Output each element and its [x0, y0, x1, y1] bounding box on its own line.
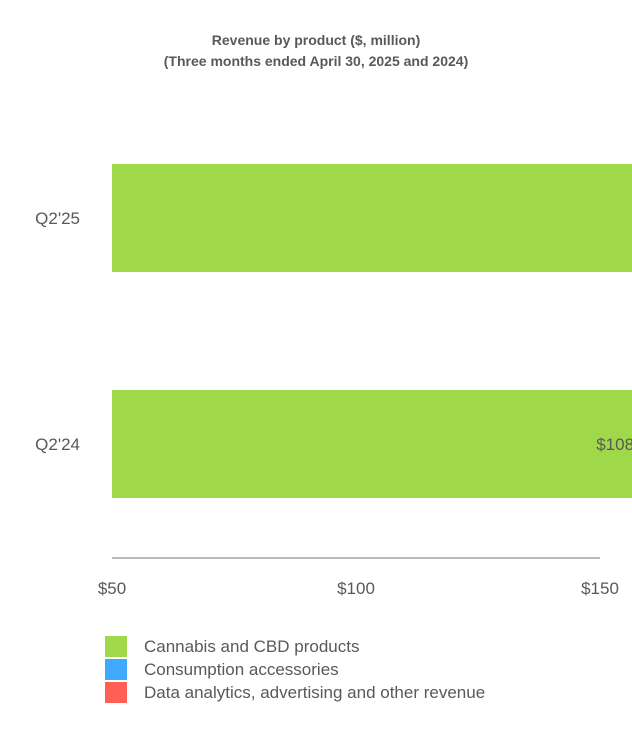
- legend-label: Consumption accessories: [144, 660, 339, 679]
- x-tick-label: $50: [98, 579, 126, 598]
- x-tick-label: $150: [581, 579, 619, 598]
- legend-swatch: [105, 636, 127, 657]
- legend-label: Cannabis and CBD products: [144, 637, 359, 656]
- data-label: $108: [596, 435, 632, 454]
- bar-segment: [112, 390, 632, 498]
- x-tick-label: $100: [337, 579, 375, 598]
- legend-swatch: [105, 659, 127, 680]
- legend-swatch: [105, 682, 127, 703]
- chart-title: Revenue by product ($, million): [212, 32, 420, 48]
- category-label: Q2'25: [35, 209, 80, 228]
- bar-segment: [112, 164, 632, 272]
- chart-subtitle: (Three months ended April 30, 2025 and 2…: [164, 53, 468, 69]
- legend-label: Data analytics, advertising and other re…: [144, 683, 485, 702]
- category-label: Q2'24: [35, 435, 80, 454]
